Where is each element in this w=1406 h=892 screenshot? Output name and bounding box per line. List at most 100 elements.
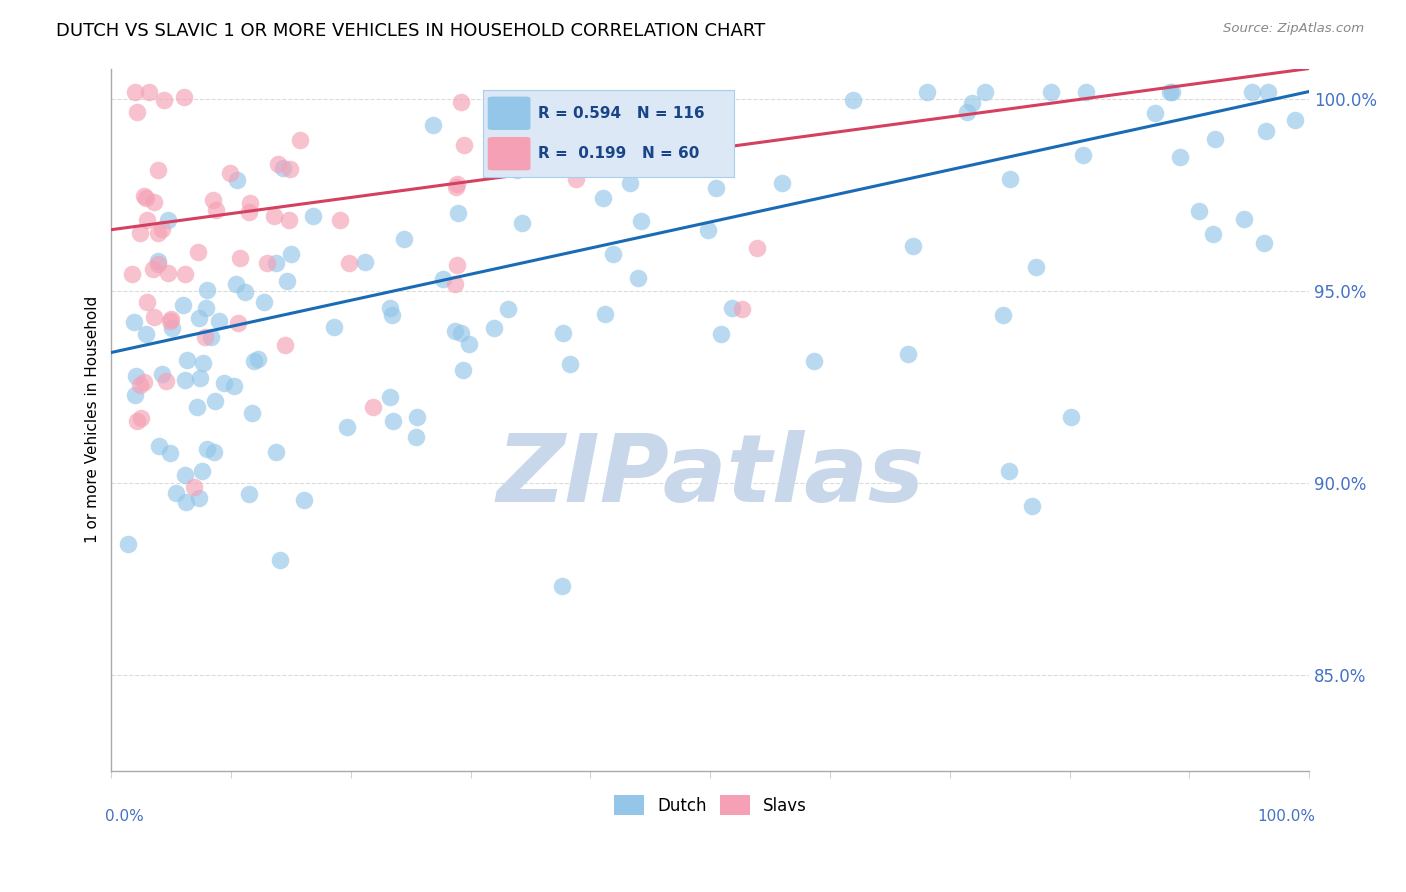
Point <box>509 154 531 169</box>
Point <box>446 178 468 192</box>
Point <box>150 368 173 382</box>
Point <box>150 221 173 235</box>
Point <box>721 301 744 315</box>
Point <box>174 495 197 509</box>
Point <box>243 354 266 368</box>
Point <box>571 131 593 145</box>
Point <box>124 388 146 402</box>
Point <box>173 374 195 388</box>
Point <box>915 85 938 99</box>
Point <box>135 191 157 205</box>
Point <box>173 90 195 104</box>
Point <box>1071 148 1094 162</box>
Point <box>202 445 225 459</box>
Point <box>271 161 294 175</box>
Point <box>173 267 195 281</box>
Point <box>159 445 181 459</box>
Point <box>1256 124 1278 138</box>
Point <box>745 241 768 255</box>
Point <box>510 216 533 230</box>
Point <box>302 210 325 224</box>
Point <box>204 394 226 409</box>
Point <box>188 310 211 325</box>
Point <box>143 194 166 209</box>
Point <box>225 277 247 292</box>
Point <box>329 213 352 227</box>
Point <box>274 337 297 351</box>
Point <box>292 492 315 507</box>
Point <box>444 179 467 194</box>
Point <box>172 298 194 312</box>
Point <box>269 552 291 566</box>
Point <box>641 154 664 169</box>
Point <box>1202 227 1225 241</box>
Point <box>148 439 170 453</box>
Point <box>135 326 157 341</box>
Point <box>253 294 276 309</box>
Point <box>226 316 249 330</box>
Point <box>405 430 427 444</box>
Point <box>146 163 169 178</box>
Point <box>129 377 152 392</box>
Point <box>323 320 346 334</box>
Point <box>176 353 198 368</box>
Point <box>1060 409 1083 424</box>
Point <box>124 85 146 99</box>
Point <box>1074 85 1097 99</box>
Point <box>997 463 1019 477</box>
Point <box>135 213 157 227</box>
Point <box>704 181 727 195</box>
Point <box>197 284 219 298</box>
Point <box>205 203 228 218</box>
Point <box>190 371 212 385</box>
Point <box>195 442 218 457</box>
Text: ZIPatlas: ZIPatlas <box>496 430 924 522</box>
Point <box>1161 85 1184 99</box>
Point <box>132 189 155 203</box>
Point <box>956 105 979 120</box>
Point <box>630 213 652 227</box>
Point <box>363 401 385 415</box>
Point <box>378 390 401 404</box>
Point <box>842 93 865 107</box>
Point <box>160 321 183 335</box>
Point <box>136 295 159 310</box>
Point <box>159 314 181 328</box>
Point <box>496 302 519 317</box>
Point <box>1284 112 1306 127</box>
Point <box>233 285 256 299</box>
Point <box>239 195 262 210</box>
Point <box>157 212 180 227</box>
Point <box>897 347 920 361</box>
Point <box>443 324 465 338</box>
Point <box>730 301 752 316</box>
Point <box>1204 132 1226 146</box>
Point <box>238 487 260 501</box>
Point <box>336 420 359 434</box>
Point <box>382 414 405 428</box>
Point <box>125 414 148 428</box>
Point <box>422 119 444 133</box>
Point <box>238 205 260 219</box>
Point <box>193 356 215 370</box>
Point <box>222 379 245 393</box>
Point <box>1021 499 1043 513</box>
Point <box>128 226 150 240</box>
Point <box>156 266 179 280</box>
Point <box>117 537 139 551</box>
Point <box>697 223 720 237</box>
Point <box>1240 85 1263 99</box>
Point <box>710 327 733 342</box>
Point <box>991 308 1014 322</box>
Point <box>1188 204 1211 219</box>
Point <box>1170 150 1192 164</box>
Point <box>619 177 641 191</box>
Point <box>560 357 582 371</box>
Point <box>1159 85 1181 99</box>
Text: 0.0%: 0.0% <box>105 809 145 824</box>
Point <box>187 244 209 259</box>
Point <box>228 251 250 265</box>
Point <box>551 579 574 593</box>
Point <box>592 191 614 205</box>
Point <box>138 85 160 99</box>
